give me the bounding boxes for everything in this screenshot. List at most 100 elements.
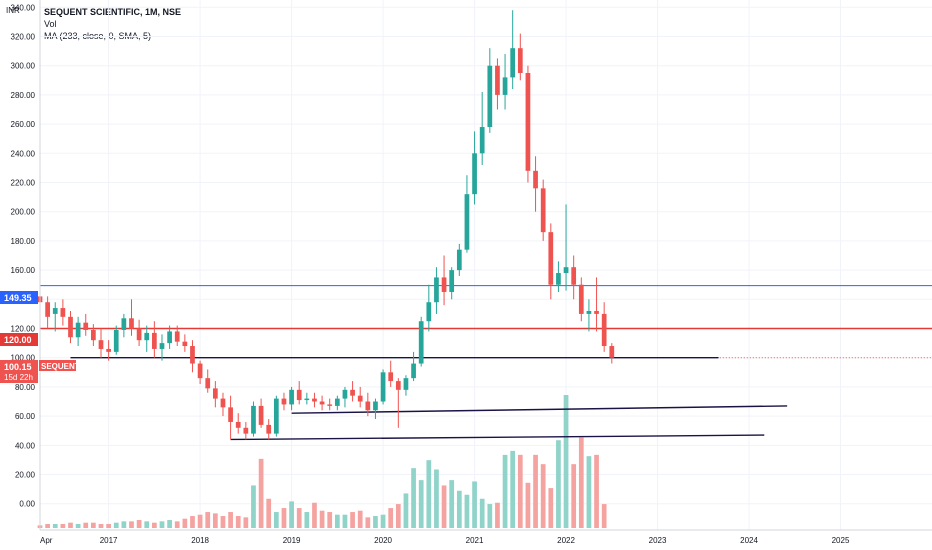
- candle: [426, 284, 432, 332]
- x-tick-label: 2019: [283, 536, 301, 545]
- candle-body: [548, 232, 554, 285]
- candle-body: [106, 348, 111, 352]
- badge-blue-price: 149.35: [4, 293, 32, 303]
- candle: [479, 91, 485, 165]
- candle: [106, 340, 111, 361]
- candle-body: [479, 127, 485, 154]
- volume-bar: [45, 524, 50, 528]
- volume-bar: [586, 456, 592, 528]
- volume-bar: [434, 469, 439, 528]
- candle: [205, 369, 211, 393]
- volume-bar: [449, 480, 455, 528]
- candle: [289, 386, 294, 411]
- candle-body: [205, 378, 211, 389]
- candle: [113, 325, 119, 355]
- candle-body: [45, 302, 50, 317]
- candle: [456, 243, 462, 276]
- volume-bar: [91, 522, 96, 528]
- y-tick-label: 60.00: [15, 412, 36, 421]
- volume-bar: [266, 498, 272, 528]
- volume-bar: [205, 512, 211, 528]
- badge-blue-bg: [0, 291, 38, 304]
- volume-bar: [251, 485, 256, 528]
- candle: [83, 313, 89, 336]
- volume-bar: [289, 501, 294, 528]
- candle: [60, 299, 66, 326]
- candle: [68, 310, 73, 344]
- volume-bar: [220, 516, 226, 528]
- candle-body: [609, 346, 615, 358]
- candle: [52, 302, 58, 332]
- y-tick-label: 240.00: [11, 149, 36, 158]
- candle: [136, 319, 142, 347]
- candle-body: [464, 194, 470, 250]
- price-lines[interactable]: [40, 285, 932, 359]
- candle: [441, 255, 447, 306]
- volume-bars: [37, 395, 607, 528]
- volume-bar: [601, 504, 607, 528]
- candle: [91, 324, 96, 347]
- candle: [434, 267, 439, 314]
- candle: [220, 392, 226, 417]
- volume-bar: [502, 454, 508, 528]
- candle: [395, 378, 401, 428]
- candle: [487, 48, 493, 133]
- volume-bar: [174, 521, 180, 528]
- x-axis: Apr 2017 2018 2019 2020 2021 2022 2023 2024 2025: [39, 0, 932, 545]
- candle: [212, 381, 218, 408]
- candle-body: [449, 270, 455, 293]
- candle: [273, 395, 279, 437]
- candle: [594, 277, 599, 332]
- volume-bar: [121, 521, 127, 528]
- volume-bar: [98, 524, 104, 528]
- candle-body: [121, 318, 127, 330]
- candle: [380, 369, 386, 405]
- candle: [167, 325, 172, 349]
- candle: [251, 401, 256, 437]
- candle-body: [174, 331, 180, 342]
- candle: [586, 299, 592, 332]
- vol-indicator-label[interactable]: Vol: [44, 19, 57, 29]
- candle-body: [319, 401, 325, 405]
- volume-bar: [540, 464, 546, 528]
- candle-body: [113, 329, 119, 352]
- volume-bar: [571, 464, 577, 528]
- volume-bar: [334, 514, 340, 528]
- candle-body: [403, 378, 409, 390]
- volume-bar: [52, 524, 58, 528]
- candle-body: [60, 308, 66, 317]
- candle-body: [418, 321, 424, 364]
- trend-lines[interactable]: [70, 357, 788, 441]
- volume-bar: [182, 518, 188, 528]
- candle-body: [144, 332, 150, 341]
- ma-indicator-label[interactable]: MA (233, close, 0, SMA, 5): [44, 31, 152, 41]
- candle-body: [83, 322, 89, 330]
- candle: [235, 413, 241, 434]
- candle: [121, 313, 127, 338]
- grid: [39, 0, 932, 530]
- volume-bar: [68, 522, 73, 528]
- candle: [517, 33, 523, 81]
- candle-body: [281, 398, 287, 405]
- candle-body: [388, 372, 394, 382]
- volume-bar: [235, 516, 241, 528]
- candle: [197, 360, 203, 384]
- y-tick-label: 80.00: [15, 383, 36, 392]
- candle-body: [517, 48, 523, 74]
- candle-body: [220, 398, 226, 408]
- x-tick-label: 2021: [466, 536, 484, 545]
- candle-body: [594, 310, 599, 314]
- candle: [304, 392, 310, 405]
- candle-body: [510, 48, 516, 78]
- candle-body: [159, 343, 165, 349]
- candle: [533, 156, 538, 212]
- volume-bar: [327, 512, 333, 528]
- volume-bar: [136, 520, 142, 528]
- candle: [548, 223, 554, 300]
- y-tick-label: 40.00: [15, 441, 36, 450]
- x-tick-label: 2023: [649, 536, 667, 545]
- symbol-badge: SEQUENT: [41, 362, 80, 371]
- y-axis-unit: INR: [6, 6, 20, 15]
- volume-bar: [472, 481, 477, 528]
